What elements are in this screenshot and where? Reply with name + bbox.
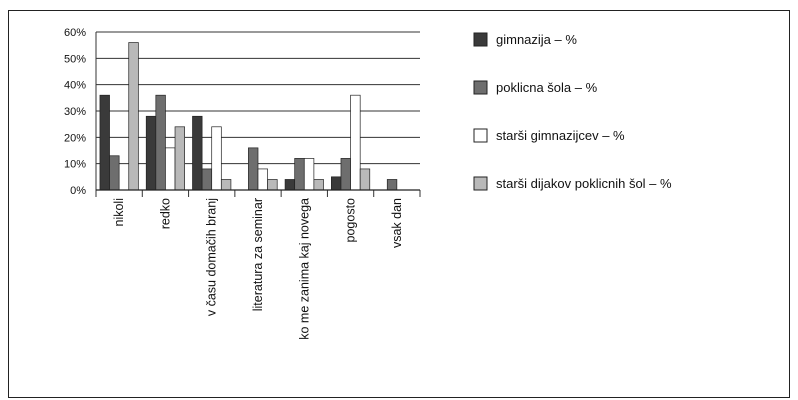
y-axis: 0% 10% 20% 30% 40% 50% 60% bbox=[64, 27, 97, 197]
y-tick-label: 40% bbox=[64, 80, 86, 92]
x-tick-label: nikoli bbox=[112, 198, 126, 227]
bar bbox=[155, 94, 166, 191]
legend: gimnazija – % poklicna šola – % starši gim… bbox=[473, 32, 672, 191]
y-tick-label: 60% bbox=[64, 27, 86, 39]
legend-swatch bbox=[473, 32, 488, 47]
bar bbox=[303, 158, 315, 191]
bar bbox=[267, 179, 278, 191]
bar bbox=[284, 179, 296, 191]
bar bbox=[109, 155, 120, 191]
y-tick-label: 10% bbox=[64, 159, 86, 171]
bar bbox=[248, 147, 259, 191]
bars bbox=[99, 42, 398, 191]
legend-label: poklicna šola – % bbox=[496, 80, 598, 95]
x-tick-label: pogosto bbox=[344, 198, 358, 243]
y-tick-label: 50% bbox=[64, 53, 86, 65]
legend-swatch bbox=[473, 176, 488, 191]
bar bbox=[386, 179, 398, 191]
x-tick-label: ko me zanima kaj novega bbox=[297, 198, 311, 340]
chart-frame bbox=[8, 10, 790, 398]
bar bbox=[174, 126, 185, 191]
legend-label: starši dijakov poklicnih šol – % bbox=[496, 176, 672, 191]
x-tick-label: v času domačih branj bbox=[205, 198, 219, 316]
bar bbox=[99, 94, 110, 191]
legend-label: gimnazija – % bbox=[496, 32, 577, 47]
bar bbox=[165, 147, 176, 191]
bar bbox=[192, 115, 203, 191]
bar bbox=[294, 158, 305, 191]
bar bbox=[211, 126, 222, 191]
bar bbox=[201, 168, 213, 191]
bar bbox=[257, 168, 268, 191]
x-tick-label: redko bbox=[158, 198, 172, 229]
bar bbox=[145, 115, 157, 191]
bar bbox=[128, 42, 139, 191]
y-tick-label: 20% bbox=[64, 132, 86, 144]
legend-swatch bbox=[473, 128, 488, 143]
bar bbox=[350, 94, 361, 191]
y-tick-label: 30% bbox=[64, 106, 86, 118]
x-tick-label: vsak dan bbox=[390, 198, 404, 248]
x-axis: nikoli redko v času domačih branj literatur… bbox=[95, 189, 421, 340]
bar bbox=[313, 179, 324, 191]
y-tick-label: 0% bbox=[70, 185, 86, 197]
bar bbox=[331, 176, 342, 191]
x-tick-label: literatura za seminar bbox=[251, 198, 265, 311]
legend-label: starši gimnazijcev – % bbox=[496, 128, 625, 143]
bar bbox=[340, 158, 351, 191]
bar bbox=[359, 168, 371, 191]
bar bbox=[220, 179, 232, 191]
legend-swatch bbox=[473, 80, 488, 95]
